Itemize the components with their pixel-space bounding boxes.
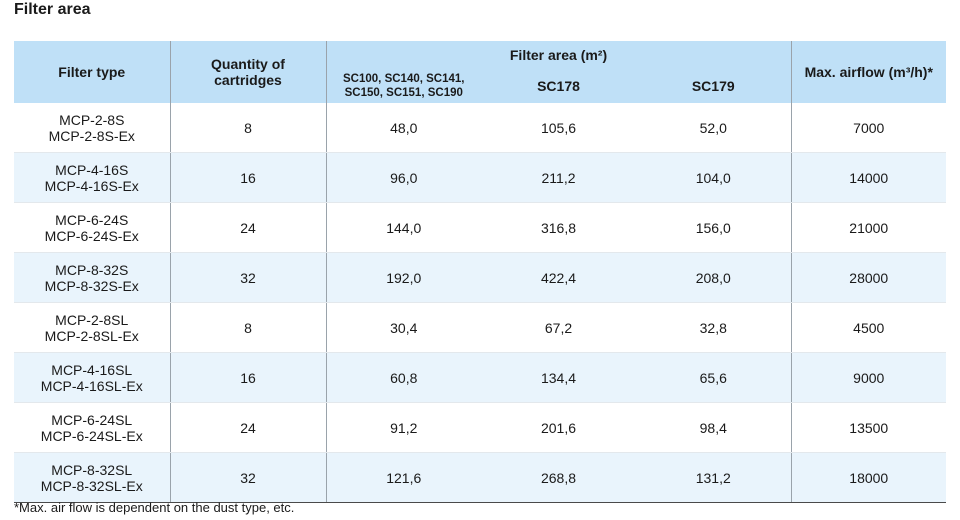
cell-max-airflow: 9000 <box>791 352 946 403</box>
cell-max-airflow: 14000 <box>791 152 946 203</box>
filter-type-line: MCP-4-16S-Ex <box>44 177 139 194</box>
cell-filter-type: MCP-6-24S MCP-6-24S-Ex <box>14 202 171 253</box>
filter-type-line: MCP-2-8S <box>59 111 125 128</box>
filter-type-line: MCP-8-32SL <box>51 461 133 478</box>
filter-type-line: MCP-6-24S-Ex <box>44 227 139 244</box>
cell-max-airflow: 21000 <box>791 202 946 253</box>
table-row: MCP-8-32SL MCP-8-32SL-Ex 32 121,6 268,8 131,2… <box>14 452 946 503</box>
cell-filter-type: MCP-4-16SL MCP-4-16SL-Ex <box>14 352 171 403</box>
cell-sc178: 105,6 <box>481 103 636 153</box>
cell-sc179: 32,8 <box>636 302 792 353</box>
cell-quantity: 16 <box>170 152 327 203</box>
page-title: Filter area <box>14 1 91 18</box>
cell-quantity: 24 <box>170 202 327 253</box>
cell-sc-group: 48,0 <box>326 103 481 153</box>
cell-sc178: 316,8 <box>481 202 636 253</box>
cell-filter-type: MCP-2-8SL MCP-2-8SL-Ex <box>14 302 171 353</box>
header-filter-type: Filter type <box>14 41 171 103</box>
filter-type-line: MCP-6-24S <box>55 211 129 228</box>
cell-max-airflow: 7000 <box>791 103 946 153</box>
cell-sc178: 67,2 <box>481 302 636 353</box>
table-row: MCP-6-24S MCP-6-24S-Ex 24 144,0 316,8 156,0 21… <box>14 202 946 253</box>
cell-max-airflow: 28000 <box>791 252 946 303</box>
cell-sc179: 156,0 <box>636 202 792 253</box>
header-quantity-line-1: Quantity of <box>211 56 285 72</box>
cell-sc179: 52,0 <box>636 103 792 153</box>
table-row: MCP-6-24SL MCP-6-24SL-Ex 24 91,2 201,6 98,4 13… <box>14 402 946 453</box>
cell-filter-type: MCP-2-8S MCP-2-8S-Ex <box>14 103 171 153</box>
cell-sc-group: 60,8 <box>326 352 481 403</box>
filter-type-line: MCP-8-32S-Ex <box>44 277 139 294</box>
cell-quantity: 8 <box>170 302 327 353</box>
filter-type-line: MCP-6-24SL-Ex <box>40 427 143 444</box>
header-quantity: Quantity of cartridges <box>170 41 327 103</box>
header-sc179: SC179 <box>636 69 792 103</box>
cell-sc178: 211,2 <box>481 152 636 203</box>
cell-sc-group: 121,6 <box>326 452 481 503</box>
cell-sc179: 98,4 <box>636 402 792 453</box>
table-row: MCP-2-8SL MCP-2-8SL-Ex 8 30,4 67,2 32,8 4500 <box>14 302 946 353</box>
table-row: MCP-2-8S MCP-2-8S-Ex 8 48,0 105,6 52,0 7000 <box>14 103 946 153</box>
cell-filter-type: MCP-8-32SL MCP-8-32SL-Ex <box>14 452 171 503</box>
header-max-airflow: Max. airflow (m³/h)* <box>791 41 946 103</box>
cell-sc179: 208,0 <box>636 252 792 303</box>
filter-type-line: MCP-4-16SL <box>51 361 133 378</box>
cell-quantity: 16 <box>170 352 327 403</box>
cell-sc178: 422,4 <box>481 252 636 303</box>
table-body: MCP-2-8S MCP-2-8S-Ex 8 48,0 105,6 52,0 7000 MCP… <box>14 103 946 503</box>
cell-sc179: 131,2 <box>636 452 792 503</box>
filter-type-line: MCP-2-8SL-Ex <box>44 327 139 344</box>
cell-sc-group: 96,0 <box>326 152 481 203</box>
cell-sc178: 201,6 <box>481 402 636 453</box>
cell-filter-type: MCP-4-16S MCP-4-16S-Ex <box>14 152 171 203</box>
cell-quantity: 32 <box>170 452 327 503</box>
filter-type-line: MCP-8-32S <box>55 261 129 278</box>
cell-max-airflow: 18000 <box>791 452 946 503</box>
header-sc178: SC178 <box>481 69 636 103</box>
table-row: MCP-8-32S MCP-8-32S-Ex 32 192,0 422,4 208,0 28… <box>14 252 946 303</box>
cell-sc178: 268,8 <box>481 452 636 503</box>
filter-type-line: MCP-8-32SL-Ex <box>40 477 143 494</box>
cell-quantity: 8 <box>170 103 327 153</box>
cell-sc-group: 192,0 <box>326 252 481 303</box>
filter-type-line: MCP-2-8SL <box>55 311 129 328</box>
header-sc-group-line-1: SC100, SC140, SC141, <box>343 73 465 85</box>
footnote: *Max. air flow is dependent on the dust … <box>14 500 295 515</box>
cell-max-airflow: 4500 <box>791 302 946 353</box>
filter-type-line: MCP-4-16SL-Ex <box>40 377 143 394</box>
filter-type-line: MCP-4-16S <box>55 161 129 178</box>
cell-sc-group: 144,0 <box>326 202 481 253</box>
cell-sc178: 134,4 <box>481 352 636 403</box>
table-row: MCP-4-16SL MCP-4-16SL-Ex 16 60,8 134,4 65,6 90… <box>14 352 946 403</box>
cell-sc-group: 30,4 <box>326 302 481 353</box>
cell-sc179: 65,6 <box>636 352 792 403</box>
header-sc-group-line-2: SC150, SC151, SC190 <box>344 87 463 99</box>
cell-filter-type: MCP-8-32S MCP-8-32S-Ex <box>14 252 171 303</box>
filter-type-line: MCP-6-24SL <box>51 411 133 428</box>
header-quantity-line-2: cartridges <box>214 72 282 88</box>
cell-max-airflow: 13500 <box>791 402 946 453</box>
filter-type-line: MCP-2-8S-Ex <box>48 127 135 144</box>
cell-filter-type: MCP-6-24SL MCP-6-24SL-Ex <box>14 402 171 453</box>
filter-area-table: Filter type Quantity of cartridges Filte… <box>14 41 946 503</box>
cell-sc179: 104,0 <box>636 152 792 203</box>
header-sc-group: SC100, SC140, SC141, SC150, SC151, SC190 <box>326 69 481 103</box>
table-row: MCP-4-16S MCP-4-16S-Ex 16 96,0 211,2 104,0 140… <box>14 152 946 203</box>
cell-sc-group: 91,2 <box>326 402 481 453</box>
cell-quantity: 32 <box>170 252 327 303</box>
cell-quantity: 24 <box>170 402 327 453</box>
header-filter-area: Filter area (m²) <box>326 41 792 69</box>
